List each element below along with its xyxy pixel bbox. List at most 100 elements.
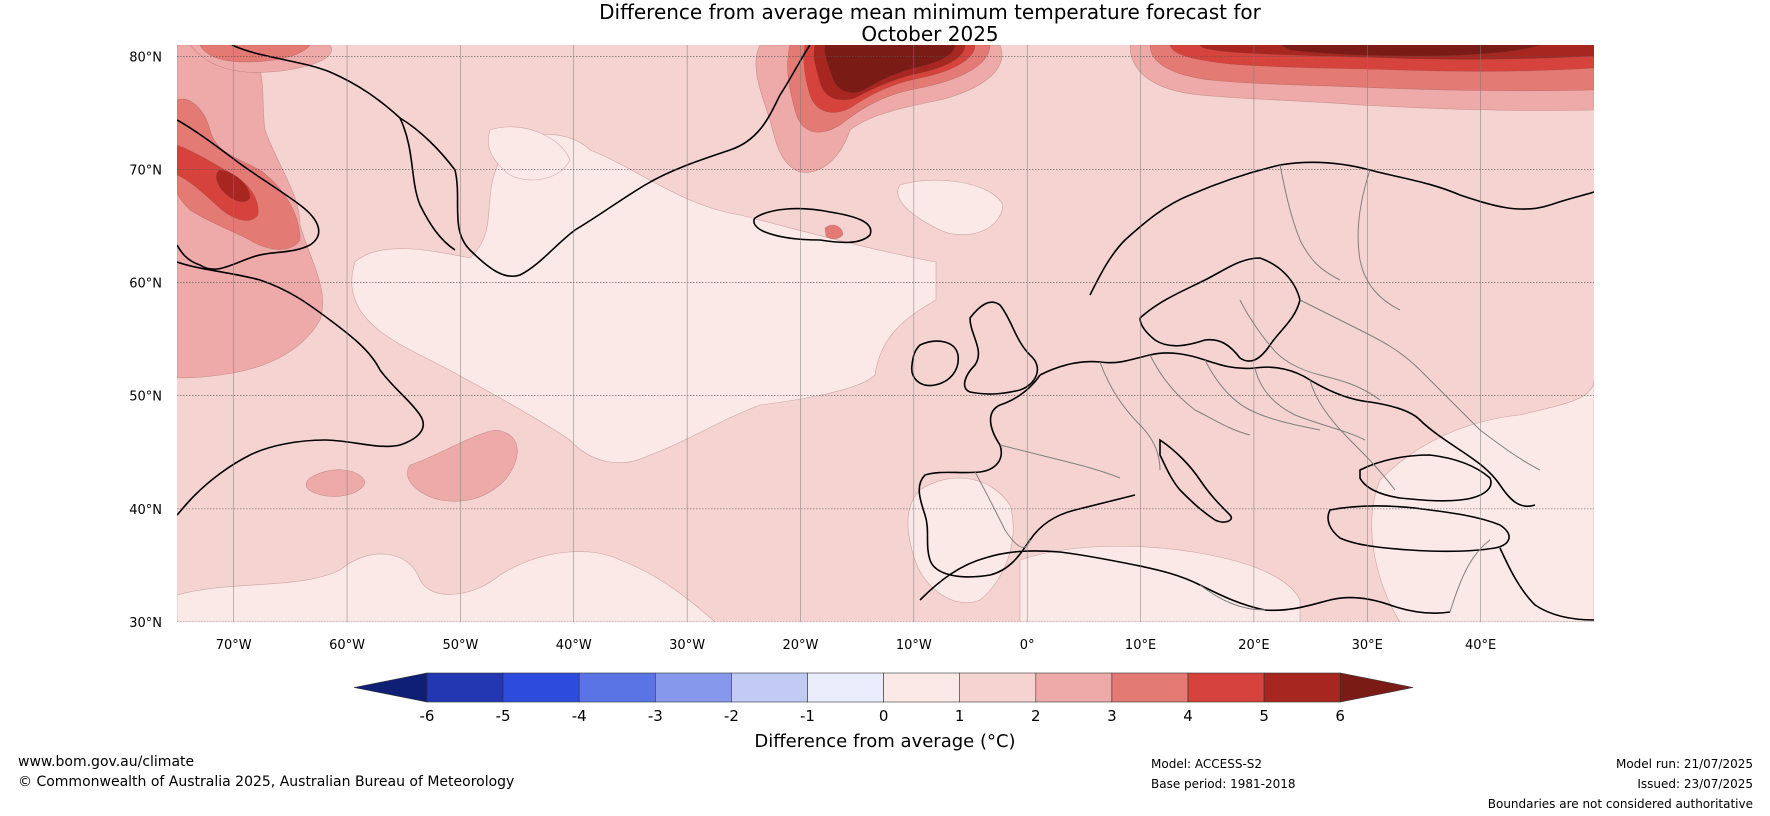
coastlines (177, 45, 1594, 621)
colorbar (353, 672, 1414, 703)
border-line-7 (1239, 299, 1271, 346)
colorbar-tick-label: 1 (955, 707, 965, 725)
colorbar-tick-labels: -6 -5 -4 -3 -2 -1 0 1 2 3 4 5 6 (420, 707, 1345, 725)
colorbar-extension-high (1339, 672, 1414, 703)
coastline-iceland (753, 207, 872, 244)
colorbar-tick-label: -3 (648, 707, 663, 725)
map-title-line-2: October 2025 (861, 22, 999, 46)
border-line-8 (1299, 299, 1421, 371)
map-title-line-1: Difference from average mean minimum tem… (599, 0, 1261, 24)
colorbar-segment (1263, 672, 1341, 703)
footer-website: www.bom.gov.au/climate (18, 754, 195, 770)
longitude-label: 10°W (896, 638, 932, 653)
latitude-label: 40°N (129, 503, 162, 518)
anomaly-band-3-4-iceland (824, 224, 844, 240)
footer-disclaimer: Boundaries are not considered authoritat… (1487, 797, 1753, 811)
colorbar-tick-label: 3 (1107, 707, 1117, 725)
latitude-label: 30°N (129, 616, 162, 631)
latitude-label: 80°N (129, 50, 162, 65)
latitude-label: 70°N (129, 163, 162, 178)
border-line-13 (1449, 539, 1491, 613)
anomaly-band-3-4-baffin (177, 98, 301, 250)
border-line-11 (999, 444, 1121, 479)
colorbar-tick-label: 5 (1259, 707, 1269, 725)
border-line-12 (974, 471, 1031, 548)
longitude-label: 40°E (1465, 638, 1496, 653)
anomaly-band-2-3-atlantic-patch (407, 429, 518, 502)
longitude-label: 70°W (216, 638, 252, 653)
border-line-14 (1199, 584, 1266, 611)
colorbar-tick-label: 6 (1335, 707, 1345, 725)
colorbar-segment (654, 672, 732, 703)
footer-issued: Issued: 23/07/2025 (1637, 777, 1753, 791)
anomaly-band-gt6-arctic-east (1279, 45, 1541, 57)
coastline-greenland-west (399, 117, 456, 251)
colorbar-tick-label: -5 (496, 707, 511, 725)
footer-base-period: Base period: 1981-2018 (1151, 777, 1296, 791)
border-line-9 (1357, 169, 1401, 311)
coastline-labrador (177, 261, 424, 516)
colorbar-segment (731, 672, 808, 703)
colorbar-segment (1035, 672, 1113, 703)
border-line-1 (1099, 361, 1161, 471)
anomaly-band-2-3-atlantic-patch-2 (305, 469, 366, 497)
longitude-label: 50°W (442, 638, 478, 653)
anomaly-band-4-5-baffin (177, 144, 259, 221)
latitude-labels: 80°N 70°N 60°N 50°N 40°N 30°N (129, 50, 162, 631)
longitude-label: 40°W (556, 638, 592, 653)
colorbar-segment (1187, 672, 1265, 703)
colorbar-segment (883, 672, 960, 703)
coastline-ireland (910, 340, 960, 387)
longitude-label: 60°W (329, 638, 365, 653)
anomaly-band-0-1-east-med (1371, 379, 1594, 622)
footer-copyright: © Commonwealth of Australia 2025, Austra… (18, 774, 515, 790)
colorbar-tick-label: -2 (724, 707, 739, 725)
colorbar-tick-label: 2 (1031, 707, 1041, 725)
anomaly-band-5-6-baffin (216, 169, 251, 202)
colorbar-tick-label: 4 (1183, 707, 1193, 725)
coastline-great-britain (963, 301, 1039, 395)
colorbar-segment (426, 672, 504, 703)
map-plot-area (177, 45, 1594, 622)
border-line-5 (1309, 379, 1396, 491)
coastline-black-sea (1359, 454, 1492, 502)
colorbar-extension-low (353, 672, 428, 703)
longitude-label: 0° (1020, 638, 1035, 653)
colorbar-segment (502, 672, 580, 703)
coastline-france-iberia (918, 374, 1136, 578)
colorbar-tick-label: 0 (879, 707, 889, 725)
longitude-labels: 70°W 60°W 50°W 40°W 30°W 20°W 10°W 0° 10°E 20°E 30… (216, 638, 1497, 653)
colorbar-segment (1111, 672, 1189, 703)
national-borders (974, 164, 1541, 613)
coastline-turkey (1327, 505, 1510, 553)
border-line-2 (1149, 354, 1251, 436)
longitude-label: 30°E (1352, 638, 1383, 653)
colorbar-tick-label: -4 (572, 707, 587, 725)
colorbar-tick-label: -1 (800, 707, 815, 725)
longitude-label: 20°W (783, 638, 819, 653)
anomaly-band-gt6-svalbard (824, 45, 956, 93)
anomaly-band-0-1-subtropical-atlantic (177, 551, 716, 622)
graticule-lines (177, 45, 1594, 622)
footer-model-run: Model run: 21/07/2025 (1615, 757, 1753, 771)
border-line-4 (1254, 367, 1366, 441)
latitude-label: 60°N (129, 277, 162, 292)
coastline-middle-east (1499, 547, 1594, 621)
border-line-15 (1419, 369, 1541, 471)
footer-model: Model: ACCESS-S2 (1151, 757, 1263, 771)
colorbar-segment (807, 672, 884, 703)
longitude-label: 10°E (1125, 638, 1156, 653)
coastline-baffin (177, 119, 320, 270)
longitude-label: 20°E (1238, 638, 1269, 653)
longitude-label: 30°W (669, 638, 705, 653)
border-line-3 (1204, 359, 1321, 431)
border-line-10 (1279, 164, 1341, 281)
coastline-north-africa (919, 550, 1451, 614)
coastline-italy (1159, 438, 1233, 523)
anomaly-band-0-1-norway-sea (897, 179, 1004, 235)
colorbar-segment (959, 672, 1037, 703)
coastline-scandinavia (1089, 161, 1594, 296)
anomaly-band-0-1-greenland-east (487, 126, 571, 181)
anomaly-band-0-1-iberia (907, 477, 1014, 603)
